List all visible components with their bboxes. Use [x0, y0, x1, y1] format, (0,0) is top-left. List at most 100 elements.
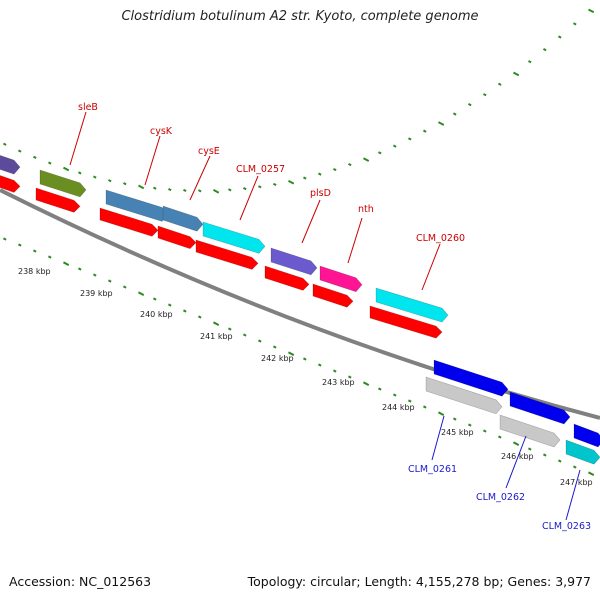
tick-mark — [168, 188, 172, 192]
inner-tick-ring — [3, 237, 595, 477]
map-title: Clostridium botulinum A2 str. Kyoto, com… — [121, 9, 479, 24]
tick-mark — [527, 447, 532, 451]
tick-mark — [258, 185, 262, 189]
tick-mark — [122, 182, 127, 186]
tick-mark — [408, 399, 412, 403]
gene-feature — [39, 169, 87, 198]
gene-feature — [425, 376, 503, 415]
gene-label: cysK — [150, 126, 173, 137]
tick-mark — [3, 142, 7, 146]
tick-mark — [363, 157, 370, 162]
tick-mark — [468, 103, 472, 107]
tick-mark — [62, 166, 70, 172]
tick-mark — [423, 405, 427, 409]
tick-mark — [317, 363, 322, 367]
gene-labels: sleB cysK cysE CLM_0257 plsD nth CLM_0260 CLM_0… — [78, 102, 591, 532]
tick-mark — [453, 112, 457, 116]
gene-label: CLM_0263 — [542, 521, 591, 532]
outer-tick-ring — [3, 8, 595, 194]
scale-label: 243 kbp — [322, 378, 355, 387]
tick-mark — [242, 187, 247, 191]
tick-mark — [213, 321, 220, 327]
tick-mark — [527, 60, 532, 64]
gene-feature — [573, 423, 600, 448]
tick-mark — [408, 137, 412, 141]
leader-line — [144, 135, 161, 186]
gene-feature — [375, 287, 449, 323]
cds-arrow — [195, 239, 259, 270]
tick-mark — [138, 291, 145, 297]
tick-mark — [212, 189, 220, 194]
cds-arrow — [264, 265, 310, 291]
tick-mark — [393, 144, 397, 148]
gene-label: nth — [358, 204, 374, 215]
tick-mark — [333, 369, 337, 373]
gene-label: CLM_0260 — [416, 233, 465, 244]
tick-mark — [258, 339, 262, 343]
scale-label: 239 kbp — [80, 289, 113, 298]
tick-mark — [63, 261, 70, 267]
tick-mark — [288, 351, 295, 357]
tick-mark — [423, 129, 427, 133]
tick-mark — [303, 176, 307, 180]
gene-label: sleB — [78, 102, 98, 113]
tick-mark — [273, 345, 277, 349]
tick-mark — [587, 8, 595, 14]
tick-mark — [152, 297, 157, 301]
leader-line — [505, 435, 527, 489]
gene-feature — [270, 247, 318, 276]
tick-mark — [197, 189, 202, 193]
leader-line — [565, 469, 581, 521]
gene-label: CLM_0257 — [236, 164, 285, 175]
tick-mark — [107, 279, 112, 283]
tick-mark — [333, 168, 337, 172]
tick-mark — [33, 249, 37, 253]
cds-arrow — [312, 283, 354, 308]
tick-mark — [348, 162, 352, 167]
tick-mark — [18, 243, 22, 247]
gene-label: CLM_0261 — [408, 464, 457, 475]
scale-label: 247 kbp — [560, 478, 593, 487]
leader-line — [301, 199, 321, 244]
gene-feature — [433, 359, 509, 397]
tick-mark — [572, 22, 577, 26]
tick-mark — [93, 273, 97, 277]
scale-labels: 238 kbp 239 kbp 240 kbp 241 kbp 242 kbp 243 k… — [18, 267, 593, 487]
tick-mark — [348, 375, 352, 379]
tick-mark — [452, 417, 457, 421]
tick-mark — [242, 333, 247, 337]
tick-mark — [498, 82, 502, 86]
tick-mark — [78, 171, 82, 175]
gene-feature — [499, 414, 561, 448]
tick-mark — [468, 423, 472, 427]
tick-mark — [78, 267, 82, 271]
tick-mark — [273, 182, 277, 187]
scale-label: 246 kbp — [501, 452, 534, 461]
gene-feature — [162, 205, 204, 232]
tick-mark — [183, 188, 187, 193]
tick-mark — [482, 93, 487, 97]
tick-mark — [108, 179, 112, 183]
tick-mark — [153, 186, 157, 190]
topology-stats: Topology: circular; Length: 4,155,278 bp… — [247, 574, 591, 589]
cds-arrow — [99, 207, 159, 237]
gene-feature — [565, 439, 600, 465]
gene-label: plsD — [310, 188, 331, 199]
tick-mark — [438, 121, 445, 126]
gene-feature — [0, 155, 21, 175]
scale-label: 244 kbp — [382, 403, 415, 412]
genome-backbone — [0, 188, 600, 420]
tick-mark — [542, 48, 547, 52]
gene-feature — [202, 221, 266, 254]
gene-label: cysE — [198, 146, 220, 157]
leader-line — [421, 243, 441, 291]
tick-mark — [438, 411, 445, 417]
tick-mark — [363, 381, 370, 387]
tick-mark — [557, 459, 562, 463]
cds-arrow — [369, 305, 443, 339]
tick-mark — [48, 161, 52, 165]
tick-mark — [557, 35, 562, 39]
tick-mark — [513, 71, 520, 77]
accession-text: Accession: NC_012563 — [9, 574, 152, 589]
